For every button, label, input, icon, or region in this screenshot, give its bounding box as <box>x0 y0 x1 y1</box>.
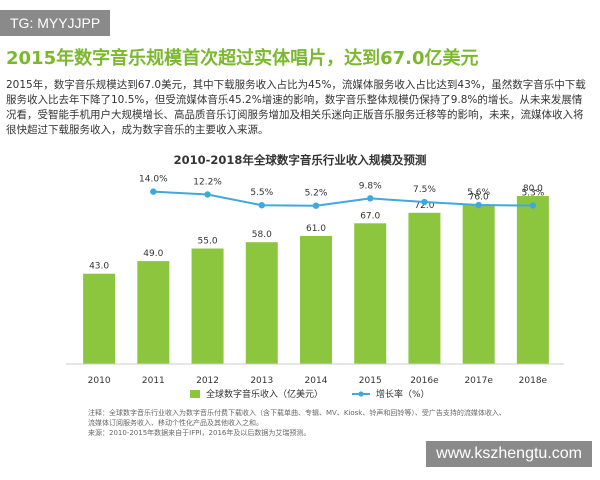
bar-2010 <box>83 273 116 364</box>
bar-2014 <box>300 235 332 364</box>
revenue-chart: 43.0 2010 49.0 2011 55.0 2012 58.0 2013 61.0 2014… <box>66 175 564 400</box>
growth-label-2013: 5.5% <box>250 188 273 198</box>
note-line-2: 流媒体订阅服务收入、移动个性化产品及其他收入之和。 <box>88 419 263 427</box>
bar-label-2012: 55.0 <box>198 237 218 247</box>
note-line-1: 注释：全球数字音乐行业收入为数字音乐付费下载收入（含下载单曲、专辑、MV、Kio… <box>88 409 506 417</box>
growth-point-2015 <box>367 195 374 202</box>
bar-label-2017e: 76.0 <box>469 192 489 202</box>
growth-label-2015: 9.8% <box>359 181 382 191</box>
growth-point-2013 <box>258 202 265 209</box>
bar-label-2015: 67.0 <box>360 211 380 221</box>
growth-label-2011: 14.0% <box>139 175 168 185</box>
legend-line-dot <box>358 391 364 397</box>
growth-label-2016e: 7.5% <box>413 185 436 195</box>
growth-point-2012 <box>204 191 211 198</box>
bar-label-2014: 61.0 <box>306 224 326 234</box>
growth-label-2012: 12.2% <box>193 178 222 188</box>
chart-notes: 注释：全球数字音乐行业收入为数字音乐付费下载收入（含下载单曲、专辑、MV、Kio… <box>88 408 548 438</box>
growth-point-2014 <box>312 202 320 209</box>
growth-point-2018e <box>529 202 537 209</box>
bar-2018e <box>516 196 549 364</box>
growth-point-2016e <box>421 198 428 206</box>
note-line-3: 来源：2010-2015年数据来自于IFPI，2016年及以后数据为艾瑞预测。 <box>88 429 311 437</box>
x-tick-2018e: 2018e <box>519 376 548 386</box>
x-tick-2010: 2010 <box>88 376 111 386</box>
bar-2017e <box>462 204 495 364</box>
bar-label-2016e: 72.0 <box>414 201 434 211</box>
chart-title: 2010-2018年全球数字音乐行业收入规模及预测 <box>173 153 427 167</box>
bar-2013 <box>245 242 278 364</box>
legend-bar-swatch <box>190 390 200 398</box>
watermark-top: TG: MYYJJPP <box>0 10 111 36</box>
bar-label-2018e: 80.0 <box>523 184 543 194</box>
x-tick-2015: 2015 <box>359 376 382 386</box>
growth-point-2011 <box>150 188 157 195</box>
growth-label-2018e: 5.3% <box>521 189 544 199</box>
bar-2015 <box>354 223 387 364</box>
growth-line <box>153 190 533 207</box>
bar-label-2010: 43.0 <box>89 262 109 272</box>
bar-2011 <box>137 261 170 364</box>
growth-point-2017e <box>475 201 482 209</box>
bar-label-2013: 58.0 <box>252 230 272 240</box>
x-tick-2014: 2014 <box>305 376 328 386</box>
growth-label-2014: 5.2% <box>305 189 328 199</box>
bar-2016e <box>408 212 441 364</box>
x-tick-2013: 2013 <box>250 376 273 386</box>
x-tick-2011: 2011 <box>142 376 165 386</box>
x-tick-2017e: 2017e <box>464 376 493 386</box>
headline: 2015年数字音乐规模首次超过实体唱片，达到67.0亿美元 <box>6 48 479 69</box>
x-tick-2012: 2012 <box>196 376 219 386</box>
growth-label-2017e: 5.6% <box>467 188 490 198</box>
legend-bar-label: 全球数字音乐收入（亿美元） <box>206 388 323 400</box>
legend-line-label: 增长率（%） <box>376 388 430 400</box>
x-tick-2016e: 2016e <box>410 376 439 386</box>
watermark-bottom: www.kszhengtu.com <box>426 441 592 467</box>
bar-label-2011: 49.0 <box>143 249 163 259</box>
intro-paragraph: 2015年，数字音乐规模达到67.0美元，其中下载服务收入占比为45%，流媒体服… <box>6 79 586 136</box>
bar-2012 <box>191 248 224 364</box>
